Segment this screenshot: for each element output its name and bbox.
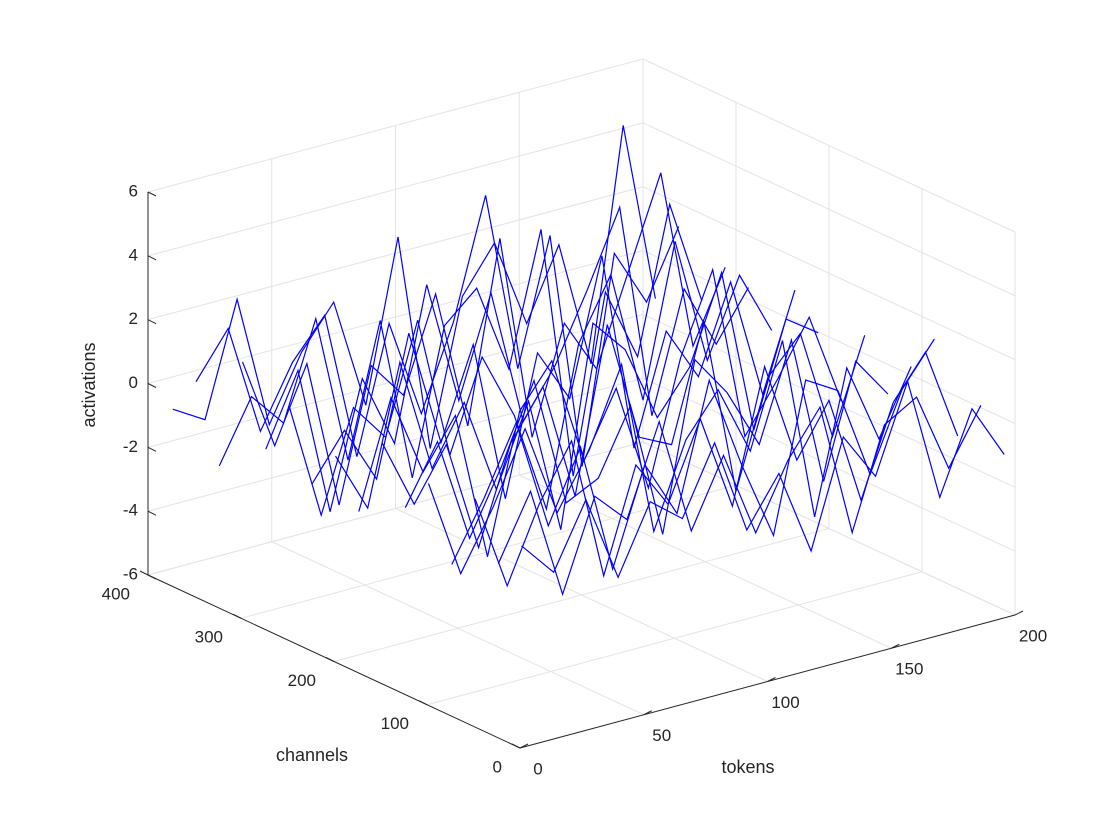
activation-line xyxy=(521,379,1005,579)
grid-line xyxy=(642,377,1016,552)
activation-line xyxy=(474,350,959,588)
axes: 0 50 100 150 200 0 100 200 300 400-6 -4 -2 0 2 4 6 xyxy=(102,181,1048,778)
grid-line xyxy=(147,250,644,384)
grid-line xyxy=(642,186,1016,361)
x-tick xyxy=(891,643,900,649)
z-tick xyxy=(147,383,157,388)
grid-line xyxy=(333,528,830,662)
x-tick-label: 100 xyxy=(771,693,799,712)
z-tick-label: 6 xyxy=(129,181,138,200)
activation-line xyxy=(404,337,889,540)
grid-line xyxy=(642,441,1016,616)
activation-line xyxy=(497,396,982,597)
activation-line xyxy=(172,125,656,449)
y-tick xyxy=(232,613,242,619)
y-tick-label: 100 xyxy=(381,714,409,733)
activation-line xyxy=(195,195,680,467)
z-tick xyxy=(147,255,157,261)
z-tick xyxy=(147,446,157,452)
z-tick xyxy=(147,319,157,325)
grid-line xyxy=(642,58,1016,233)
z-tick-label: -6 xyxy=(123,564,138,583)
grid-line xyxy=(642,250,1016,424)
z-tick-label: -4 xyxy=(123,501,138,520)
y-axis-title: channels xyxy=(276,745,348,765)
activation-line xyxy=(311,255,796,499)
y-tick xyxy=(325,657,335,662)
x-tick xyxy=(519,743,529,749)
x-axis-title: tokens xyxy=(721,757,774,777)
grid-line xyxy=(147,377,644,512)
z-tick-label: 0 xyxy=(129,373,138,392)
activation-line xyxy=(451,338,935,572)
x-tick-label: 150 xyxy=(895,660,923,679)
z-tick-label: -2 xyxy=(123,437,138,456)
x-tick xyxy=(643,710,652,716)
grid-line xyxy=(642,122,1016,297)
z-tick xyxy=(147,510,157,516)
z-tick-label: 2 xyxy=(129,309,138,328)
z-tick-label: 4 xyxy=(129,245,138,264)
z-tick xyxy=(147,574,157,580)
x-tick xyxy=(1014,610,1024,616)
activation-line xyxy=(427,340,912,576)
x-tick xyxy=(767,677,776,682)
y-tick-label: 0 xyxy=(493,757,502,776)
z-tick xyxy=(147,191,157,197)
grid-line xyxy=(147,441,644,576)
z-axis-title: activations xyxy=(79,342,99,427)
activation-line xyxy=(265,205,749,512)
data-layer xyxy=(172,125,1005,597)
x-tick-label: 0 xyxy=(533,759,542,778)
y-tick xyxy=(511,743,521,749)
x-tick-label: 50 xyxy=(652,726,671,745)
y-tick-label: 400 xyxy=(102,584,130,603)
grid-line xyxy=(147,122,644,257)
y-tick-label: 200 xyxy=(288,671,316,690)
x-tick-label: 200 xyxy=(1019,626,1047,645)
grid-line xyxy=(147,58,644,193)
y-tick xyxy=(139,570,149,576)
activation-line xyxy=(358,267,842,557)
y-tick-label: 300 xyxy=(195,628,223,647)
y-tick xyxy=(418,700,428,706)
activation-line xyxy=(241,172,726,506)
grid-line xyxy=(426,571,923,706)
